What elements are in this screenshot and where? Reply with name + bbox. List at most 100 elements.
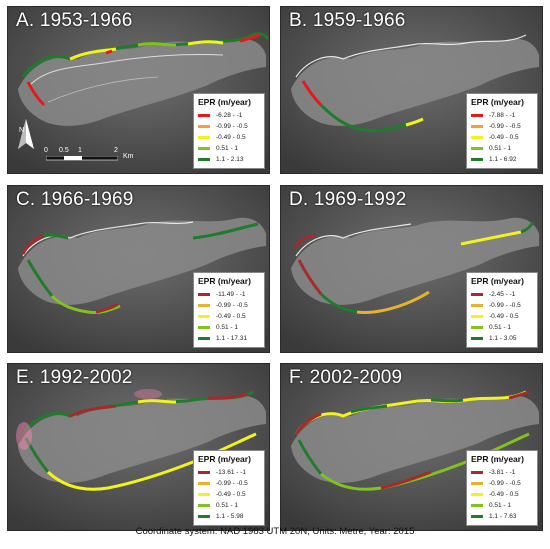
legend-item: 0.51 - 1 [198,500,261,511]
legend-item: -0.99 - -0.5 [198,121,261,132]
legend-title: EPR (m/year) [198,97,251,107]
legend-item: 0.51 - 1 [198,143,261,154]
legend-item: -0.99 - -0.5 [471,478,534,489]
legend-label: -0.99 - -0.5 [216,302,248,309]
legend-item: -13.61 - -1 [198,467,261,478]
legend-label: 1.1 - 17.31 [216,335,248,342]
scale-unit: Km [123,153,134,160]
scale-label-3: 2 [114,147,118,154]
legend-item: -6.28 - -1 [198,110,261,121]
legend-label: 1.1 - 6.92 [489,156,517,163]
legend-label: 1.1 - 7.63 [489,513,517,520]
legend-swatch [198,315,210,318]
legend-swatch [198,114,210,117]
legend-item: -0.99 - -0.5 [471,121,534,132]
legend-item: -0.49 - 0.5 [198,311,261,322]
map-panel-e: E. 1992-2002 EPR (m/year) -13.61 - -1 -0… [7,363,270,531]
legend: EPR (m/year) -2.45 - -1 -0.99 - -0.5 -0.… [466,272,538,348]
legend-label: 1.1 - 2.13 [216,156,244,163]
legend-label: -0.49 - 0.5 [489,313,519,320]
legend-label: -0.49 - 0.5 [489,491,519,498]
legend-swatch [198,504,210,507]
panel-title: F. 2002-2009 [289,367,403,388]
scale-bar: 0 0.5 1 2 Km [44,147,154,169]
legend-label: -0.99 - -0.5 [216,480,248,487]
map-background [8,7,269,173]
legend-item: 0.51 - 1 [471,143,534,154]
legend: EPR (m/year) -3.81 - -1 -0.99 - -0.5 -0.… [466,450,538,526]
legend-label: -0.99 - -0.5 [489,480,521,487]
legend-swatch [471,136,483,139]
legend-label: -2.45 - -1 [489,291,516,298]
legend-swatch [198,158,210,161]
scale-label-2: 1 [78,147,82,154]
legend-title: EPR (m/year) [471,276,524,286]
legend-item: -7.88 - -1 [471,110,534,121]
legend-item: -0.49 - 0.5 [471,489,534,500]
legend-label: -3.81 - -1 [489,469,516,476]
panel-title: E. 1992-2002 [16,367,133,388]
legend-item: 1.1 - 5.98 [198,511,261,522]
legend-title: EPR (m/year) [198,276,251,286]
legend-item: -0.49 - 0.5 [198,132,261,143]
legend-swatch [471,326,483,329]
scale-bar-graphic [46,156,118,161]
legend-swatch [471,114,483,117]
legend-label: -0.49 - 0.5 [489,134,519,141]
legend-item: -0.99 - -0.5 [198,300,261,311]
legend-label: -6.28 - -1 [216,112,243,119]
legend-item: 0.51 - 1 [471,500,534,511]
legend-swatch [198,147,210,150]
legend-swatch [471,293,483,296]
legend-item: -3.81 - -1 [471,467,534,478]
map-panel-c: C. 1966-1969 EPR (m/year) -11.49 - -1 -0… [7,185,270,353]
legend-item: 1.1 - 6.92 [471,154,534,165]
map-panel-a: A. 1953-1966 N 0 0.5 1 2 Km EPR (m/year)… [7,6,270,174]
legend: EPR (m/year) -6.28 - -1 -0.99 - -0.5 -0.… [193,93,265,169]
legend-label: 0.51 - 1 [489,145,512,152]
panel-title: B. 1959-1966 [289,10,406,31]
map-panel-f: F. 2002-2009 EPR (m/year) -3.81 - -1 -0.… [280,363,543,531]
legend-swatch [198,515,210,518]
north-label: N [19,127,25,134]
legend-item: -2.45 - -1 [471,289,534,300]
panel-title: C. 1966-1969 [16,189,134,210]
legend-swatch [198,471,210,474]
legend-swatch [471,315,483,318]
map-background [281,364,542,530]
legend-swatch [198,482,210,485]
legend: EPR (m/year) -11.49 - -1 -0.99 - -0.5 -0… [193,272,265,348]
legend: EPR (m/year) -7.88 - -1 -0.99 - -0.5 -0.… [466,93,538,169]
scale-label-1: 0.5 [59,147,69,154]
legend-label: -13.61 - -1 [216,469,246,476]
legend-swatch [471,304,483,307]
scale-label-0: 0 [44,147,48,154]
legend-item: -0.49 - 0.5 [471,132,534,143]
legend-swatch [471,125,483,128]
legend-item: -0.49 - 0.5 [198,489,261,500]
legend-item: -11.49 - -1 [198,289,261,300]
legend-swatch [471,482,483,485]
legend-swatch [198,337,210,340]
map-background [8,186,269,352]
legend-label: -0.99 - -0.5 [489,302,521,309]
legend-swatch [471,515,483,518]
legend-swatch [471,147,483,150]
legend: EPR (m/year) -13.61 - -1 -0.99 - -0.5 -0… [193,450,265,526]
map-panel-d: D. 1969-1992 EPR (m/year) -2.45 - -1 -0.… [280,185,543,353]
panel-title: A. 1953-1966 [16,10,133,31]
legend-item: 0.51 - 1 [198,322,261,333]
legend-swatch [471,493,483,496]
legend-label: 0.51 - 1 [489,502,512,509]
legend-label: 1.1 - 5.98 [216,513,244,520]
legend-label: 1.1 - 3.05 [489,335,517,342]
legend-label: -11.49 - -1 [216,291,246,298]
legend-title: EPR (m/year) [471,454,524,464]
legend-swatch [471,337,483,340]
legend-title: EPR (m/year) [198,454,251,464]
legend-label: 0.51 - 1 [216,324,239,331]
legend-label: 0.51 - 1 [216,502,239,509]
legend-item: -0.99 - -0.5 [471,300,534,311]
legend-swatch [198,326,210,329]
